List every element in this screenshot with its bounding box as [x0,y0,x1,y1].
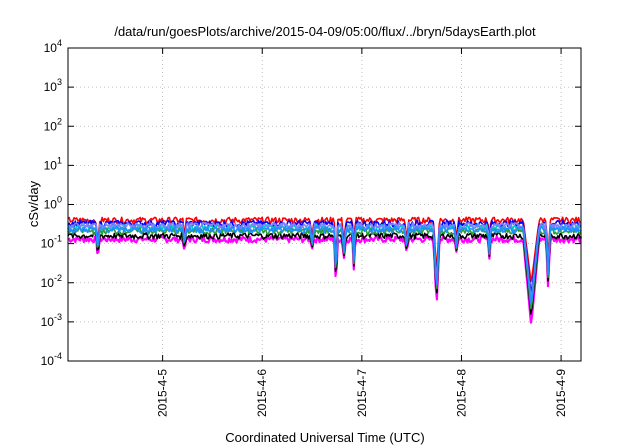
y-tick-label: 100 [44,195,62,212]
y-axis: 10-4 10-3 10-2 10-1 100 101 102 103 104 [41,38,581,368]
y-tick-label: 10-2 [41,273,62,290]
grid [68,48,581,361]
y-tick-label: 10-1 [41,234,62,251]
series-line [67,235,583,324]
x-tick-label: 2015-4-5 [156,369,170,417]
series-group [67,216,583,324]
y-tick-label: 102 [44,116,62,133]
y-tick-label: 103 [44,77,62,94]
y-axis-title: cSv/day [26,180,41,227]
chart-title: /data/run/goesPlots/archive/2015-04-09/0… [114,24,536,39]
series-line [67,225,582,305]
y-tick-label: 104 [44,38,62,55]
y-tick-label: 10-3 [41,312,62,329]
y-tick-label: 10-4 [41,351,62,368]
x-tick-label: 2015-4-9 [554,369,568,417]
x-tick-label: 2015-4-6 [255,369,269,417]
x-tick-label: 2015-4-8 [454,369,468,417]
x-tick-label: 2015-4-7 [355,369,369,417]
x-axis-title: Coordinated Universal Time (UTC) [225,430,424,445]
series-line [67,232,582,315]
series-line [67,221,582,299]
y-tick-label: 101 [44,155,62,172]
x-axis: 2015-4-5 2015-4-6 2015-4-7 2015-4-8 2015-4-9 [156,48,568,417]
